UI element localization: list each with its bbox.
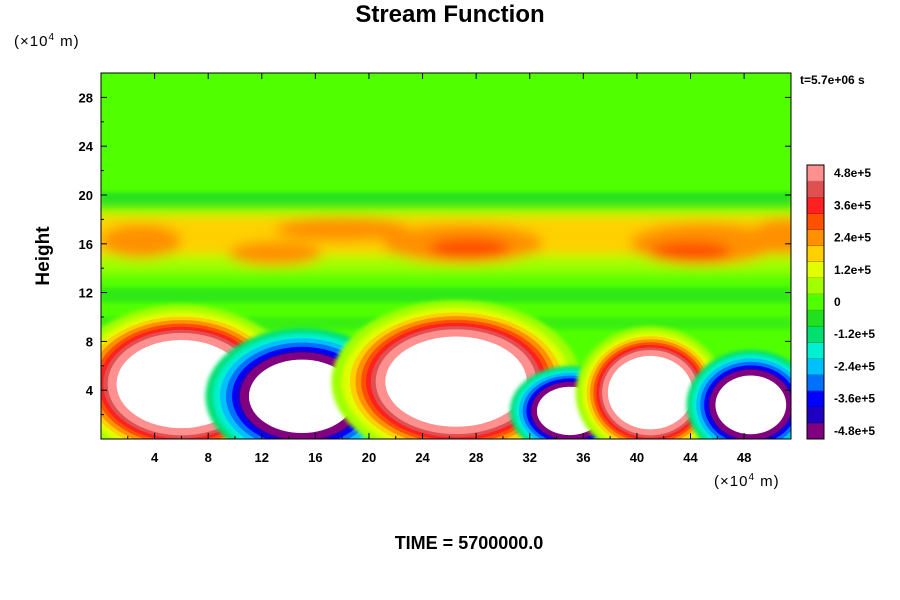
colorbar-segment bbox=[807, 165, 824, 182]
x-unit-exponent: 4 bbox=[748, 472, 756, 483]
plot-area bbox=[101, 73, 791, 439]
colorbar-segment bbox=[807, 310, 824, 327]
plot-frame bbox=[100, 72, 792, 440]
chart-title: Stream Function bbox=[355, 1, 545, 28]
x-axis-unit: (×104 m) bbox=[714, 472, 780, 491]
x-tick-label: 20 bbox=[362, 450, 376, 465]
colorbar-tick-label: -1.2e+5 bbox=[834, 327, 875, 341]
band-hot-blob bbox=[650, 241, 731, 264]
colorbar-segment bbox=[807, 181, 824, 198]
band-orange-blob bbox=[275, 216, 410, 242]
y-tick-label: 4 bbox=[86, 383, 94, 398]
field-ridge-lower bbox=[101, 287, 791, 303]
colorbar-frame bbox=[806, 164, 825, 440]
band-orange-blob bbox=[750, 218, 791, 255]
x-tick-label: 16 bbox=[308, 450, 322, 465]
y-axis-unit: (×104 m) bbox=[14, 32, 80, 51]
colorbar-tick-label: 4.8e+5 bbox=[834, 166, 871, 180]
colorbar-segment bbox=[807, 245, 824, 263]
x-tick-label: 8 bbox=[205, 450, 212, 465]
y-tick-label: 16 bbox=[79, 237, 93, 252]
x-tick-label: 40 bbox=[630, 450, 644, 465]
band-orange-blob bbox=[228, 241, 323, 266]
colorbar-segment bbox=[807, 390, 824, 408]
colorbar-tick-label: -2.4e+5 bbox=[834, 359, 875, 373]
upper-positive-band bbox=[101, 207, 791, 275]
colorbar-tick-label: 2.4e+5 bbox=[834, 231, 871, 245]
x-tick-label: 32 bbox=[523, 450, 537, 465]
time-stamp-label: t=5.7e+06 s bbox=[800, 73, 865, 87]
y-tick-label: 28 bbox=[79, 90, 93, 105]
colorbar-segment bbox=[807, 261, 824, 279]
x-tick-label: 4 bbox=[151, 450, 159, 465]
colorbar-segment bbox=[807, 229, 824, 247]
colorbar-segment bbox=[807, 293, 824, 311]
y-tick-label: 8 bbox=[86, 334, 93, 349]
field-ridge-upper bbox=[101, 192, 791, 210]
x-tick-label: 12 bbox=[255, 450, 269, 465]
colorbar-segment bbox=[807, 406, 824, 424]
colorbar-tick-label: 0 bbox=[834, 295, 841, 309]
y-tick-label: 12 bbox=[79, 286, 93, 301]
negative-cell-saturated-core bbox=[248, 359, 356, 434]
x-tick-label: 24 bbox=[415, 450, 430, 465]
colorbar-segment bbox=[807, 342, 824, 359]
negative-cell bbox=[686, 350, 791, 439]
colorbar-tick-label: -3.6e+5 bbox=[834, 392, 875, 406]
colorbar-segment bbox=[807, 277, 824, 295]
y-unit-suffix: m) bbox=[55, 33, 80, 50]
y-axis-label: Height bbox=[33, 226, 54, 286]
y-unit-exponent: 4 bbox=[48, 32, 56, 43]
colorbar-segment bbox=[807, 422, 824, 440]
positive-cell-saturated-core bbox=[385, 336, 527, 427]
colorbar-tick-label: 3.6e+5 bbox=[834, 198, 871, 212]
x-tick-label: 48 bbox=[737, 450, 751, 465]
negative-cell-saturated-core bbox=[715, 375, 787, 435]
colorbar-segment bbox=[807, 197, 824, 214]
colorbar-segment bbox=[807, 213, 824, 230]
colorbar-tick-label: 1.2e+5 bbox=[834, 263, 871, 277]
positive-cell bbox=[331, 300, 581, 439]
band-orange-blob bbox=[101, 224, 182, 259]
colorbar-segment bbox=[807, 374, 824, 392]
x-unit-suffix: m) bbox=[755, 473, 780, 490]
time-caption: TIME = 5700000.0 bbox=[394, 533, 544, 553]
x-tick-label: 28 bbox=[469, 450, 483, 465]
colorbar: 4.8e+5 3.6e+5 2.4e+5 1.2e+5 0 -1.2e+5 -2.4e+5 -… bbox=[806, 164, 875, 440]
x-tick-label: 36 bbox=[576, 450, 590, 465]
y-tick-label: 24 bbox=[79, 139, 94, 154]
x-tick-label: 44 bbox=[683, 450, 698, 465]
positive-cell-saturated-core bbox=[607, 355, 693, 430]
colorbar-segment bbox=[807, 326, 824, 343]
colorbar-segment bbox=[807, 358, 824, 376]
y-unit-prefix: (×10 bbox=[14, 33, 49, 50]
x-unit-prefix: (×10 bbox=[714, 473, 749, 490]
colorbar-tick-label: -4.8e+5 bbox=[834, 424, 875, 438]
y-tick-label: 20 bbox=[79, 188, 93, 203]
band-hot-blob bbox=[429, 237, 510, 260]
